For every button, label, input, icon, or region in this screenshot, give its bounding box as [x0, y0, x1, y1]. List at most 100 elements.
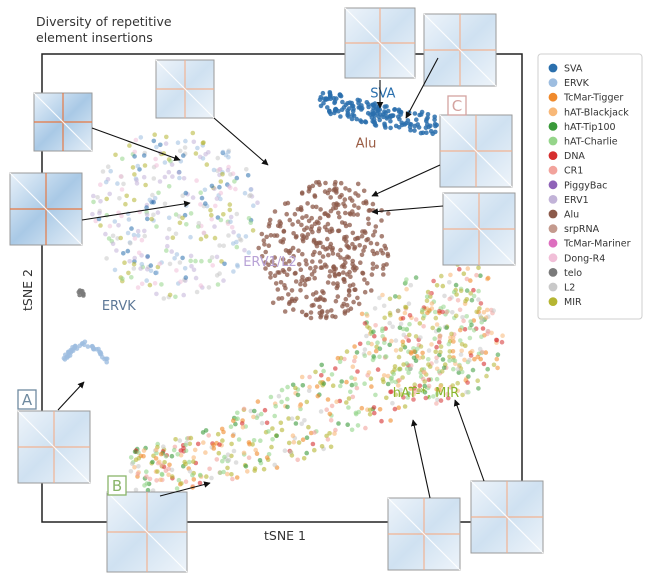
scatter-point — [327, 431, 332, 436]
scatter-point — [158, 477, 163, 483]
scatter-point — [367, 350, 372, 356]
scatter-point — [181, 292, 186, 298]
scatter-point — [342, 197, 348, 202]
scatter-point — [362, 321, 368, 326]
scatter-point — [441, 304, 446, 310]
scatter-point — [274, 433, 280, 439]
scatter-point — [280, 257, 286, 262]
scatter-point — [442, 293, 447, 299]
scatter-point — [379, 218, 384, 223]
scatter-point — [213, 203, 218, 209]
scatter-point — [322, 297, 328, 303]
legend-marker — [548, 209, 558, 219]
scatter-point — [381, 303, 387, 309]
scatter-point — [320, 90, 326, 96]
scatter-point — [293, 421, 299, 426]
scatter-point — [338, 383, 343, 389]
scatter-point — [127, 143, 132, 148]
scatter-point — [100, 354, 105, 360]
scatter-point — [469, 297, 475, 303]
scatter-point — [374, 264, 380, 270]
scatter-point — [317, 97, 323, 102]
scatter-point — [347, 269, 352, 275]
scatter-point — [365, 110, 371, 116]
scatter-point — [317, 215, 323, 221]
scatter-point — [364, 313, 370, 318]
scatter-point — [412, 385, 417, 391]
scatter-point — [371, 120, 377, 125]
scatter-point — [302, 418, 307, 423]
scatter-point — [228, 424, 234, 430]
scatter-point — [221, 243, 226, 249]
scatter-point — [397, 325, 403, 331]
legend: SVA ERVK TcMar-Tigger hAT-Blackjack hAT-Tip1… — [548, 64, 631, 308]
scatter-point — [434, 376, 440, 382]
scatter-point — [256, 245, 262, 251]
scatter-point — [217, 167, 222, 172]
scatter-point — [334, 399, 339, 405]
scatter-point — [422, 370, 427, 375]
scatter-point — [262, 242, 267, 247]
scatter-point — [293, 235, 299, 240]
scatter-point — [255, 200, 260, 205]
scatter-point — [123, 201, 128, 207]
scatter-point — [158, 451, 164, 457]
cluster-labels: SVA Alu ERV1/L2 ERVK hAT-*, MIR — [102, 87, 459, 402]
scatter-point — [145, 254, 150, 259]
scatter-point — [372, 229, 378, 234]
scatter-point — [81, 342, 87, 348]
scatter-point — [242, 247, 247, 253]
scatter-point — [290, 382, 296, 388]
scatter-point — [201, 230, 207, 236]
scatter-point — [269, 444, 274, 450]
scatter-point — [389, 338, 394, 344]
scatter-point — [336, 271, 342, 277]
scatter-point — [477, 313, 483, 318]
scatter-point — [225, 465, 230, 471]
scatter-point — [316, 228, 322, 234]
scatter-point — [201, 140, 206, 145]
legend-label: MIR — [564, 297, 582, 308]
scatter-point — [190, 472, 195, 478]
scatter-point — [152, 281, 158, 286]
scatter-point — [415, 346, 420, 352]
scatter-point — [108, 168, 113, 174]
scatter-point — [387, 296, 393, 302]
scatter-point — [387, 342, 393, 348]
scatter-point — [416, 387, 422, 393]
scatter-point — [349, 198, 355, 203]
scatter-point — [313, 265, 318, 270]
scatter-point — [287, 258, 292, 264]
scatter-point — [324, 313, 329, 319]
scatter-point — [485, 331, 490, 337]
scatter-point — [330, 383, 336, 389]
cluster-label-4: hAT-*, MIR — [393, 386, 459, 401]
scatter-point — [161, 444, 166, 450]
scatter-point — [192, 447, 198, 453]
scatter-point — [460, 315, 465, 320]
scatter-point — [401, 395, 406, 400]
scatter-point — [405, 395, 411, 400]
scatter-point — [267, 217, 273, 223]
scatter-point — [306, 276, 312, 282]
scatter-point — [202, 187, 208, 193]
scatter-point — [471, 287, 476, 293]
legend-label: hAT-Charlie — [564, 137, 618, 148]
scatter-point — [440, 283, 446, 289]
scatter-point — [285, 404, 290, 410]
scatter-point — [373, 392, 378, 398]
scatter-point — [352, 244, 358, 250]
scatter-point — [408, 351, 414, 356]
scatter-point — [145, 487, 151, 493]
scatter-point — [220, 171, 225, 177]
scatter-point — [338, 114, 343, 119]
scatter-point — [348, 306, 354, 312]
scatter-point — [129, 275, 134, 280]
scatter-point — [103, 179, 109, 185]
scatter-point — [307, 184, 312, 190]
scatter-point — [382, 109, 387, 114]
scatter-point — [180, 193, 185, 198]
scatter-point — [359, 119, 364, 125]
scatter-point — [263, 266, 268, 271]
contact-map-inset — [344, 7, 416, 79]
